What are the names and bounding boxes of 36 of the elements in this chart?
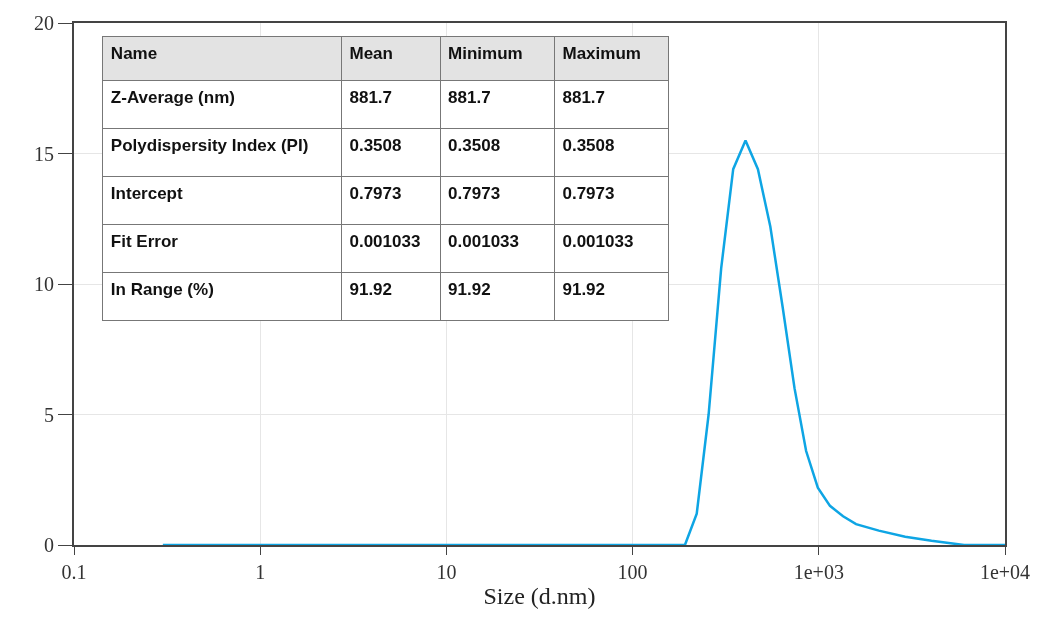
annotation: In Range (%): [110, 280, 214, 300]
annotation: 881.7: [562, 88, 606, 108]
annotation: Name: [110, 44, 158, 64]
y-tick-label: 10: [34, 273, 54, 295]
annotation: 0.3508: [448, 136, 501, 156]
annotation: 0.7973: [562, 184, 615, 204]
annotation: 91.92: [448, 280, 491, 300]
y-tick-label: 20: [34, 12, 54, 34]
y-tick-label: 0: [44, 534, 54, 556]
annotation: Z-Average (nm): [110, 88, 235, 108]
annotation: 0.001033: [448, 232, 519, 252]
x-axis-title: Size (d.nm): [483, 582, 596, 609]
annotation: 0.3508: [562, 136, 615, 156]
annotation: 881.7: [349, 88, 393, 108]
annotation: 91.92: [562, 280, 606, 300]
annotation: 0.3508: [349, 136, 402, 156]
annotation: Polydispersity Index (PI): [110, 136, 309, 156]
x-tick-label: 100: [617, 561, 648, 583]
x-tick-label: 1e+03: [793, 561, 844, 583]
annotation: 0.7973: [448, 184, 501, 204]
x-tick-label: 1e+04: [979, 561, 1031, 583]
y-tick-label: 15: [34, 142, 54, 165]
annotation: Mean: [349, 44, 393, 64]
annotation: 0.001033: [349, 232, 421, 252]
annotation: Maximum: [562, 44, 641, 64]
annotation: Minimum: [448, 44, 523, 64]
annotation: 881.7: [448, 88, 491, 108]
x-tick-label: 1: [255, 561, 266, 583]
annotation: 0.7973: [349, 184, 402, 204]
annotation: Fit Error: [110, 232, 179, 252]
x-tick-label: 0.1: [61, 561, 87, 583]
annotation: 91.92: [349, 280, 393, 300]
x-tick-label: 10: [436, 561, 457, 583]
annotation: Intercept: [110, 184, 183, 204]
y-tick-label: 5: [44, 403, 54, 426]
annotation: 0.001033: [562, 232, 634, 252]
